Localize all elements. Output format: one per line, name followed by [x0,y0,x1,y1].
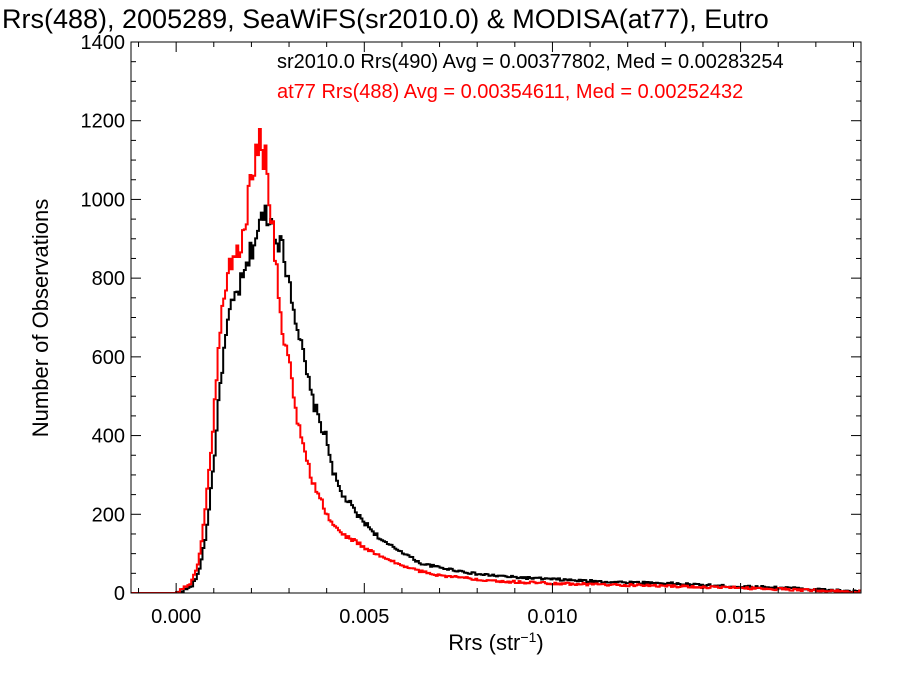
x-axis-label-main: Rrs (str [448,630,520,655]
chart-title: Rrs(488), 2005289, SeaWiFS(sr2010.0) & M… [2,4,769,34]
y-tick-label: 200 [92,504,125,526]
y-tick-label: 800 [92,268,125,290]
x-tick-label: 0.005 [339,606,389,628]
x-axis-label: Rrs (str−1) [448,629,543,655]
y-tick-label: 400 [92,426,125,448]
y-tick-label: 1400 [81,32,126,54]
x-axis-label-exponent: −1 [520,629,536,645]
y-tick-label: 600 [92,347,125,369]
series-at77-histogram [131,128,861,593]
plot-frame [130,41,862,594]
y-tick-label: 0 [114,583,125,605]
legend-entry-at77: at77 Rrs(488) Avg = 0.00354611, Med = 0.… [277,81,743,103]
x-tick-label: 0.000 [151,606,201,628]
series-sr2010-histogram [131,204,861,593]
legend-entry-sr2010: sr2010.0 Rrs(490) Avg = 0.00377802, Med … [277,51,784,73]
x-tick-label: 0.010 [527,606,577,628]
x-axis-label-close: ) [536,630,543,655]
y-axis-label: Number of Observations [28,199,53,437]
y-tick-label: 1000 [81,189,126,211]
x-tick-label: 0.015 [716,606,766,628]
y-tick-label: 1200 [81,111,126,133]
